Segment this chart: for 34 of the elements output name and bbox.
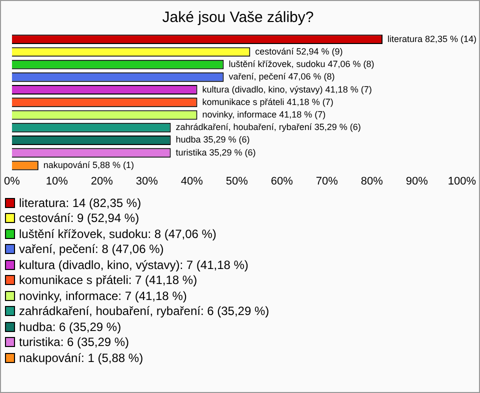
text: komunikace s přáteli: 7 (41,18 %) bbox=[19, 273, 198, 288]
x-tick-label: 0% bbox=[4, 175, 20, 188]
x-tick-label: 80% bbox=[360, 175, 384, 188]
text: hudba: 6 (35,29 %) bbox=[19, 320, 122, 334]
text: kultura (divadlo, kino, výstavy): 7 (41,18 %) bbox=[19, 258, 248, 272]
text: novinky, informace: 7 (41,18 %) bbox=[19, 288, 187, 303]
text: zahrádkaření, houbaření, rybaření: 6 (35,29 %) bbox=[19, 304, 270, 318]
category-label: novinky, informace 41,18 % (7) bbox=[202, 110, 326, 120]
category-label: luštění křížovek, sudoku 47,06 % (8) bbox=[228, 59, 374, 70]
text: luštění křížovek, sudoku: 8 (47,06 %) bbox=[19, 226, 216, 241]
text: vaření, pečení: 8 (47,06 %) bbox=[19, 242, 164, 256]
x-tick-label: 40% bbox=[180, 175, 204, 188]
x-tick-label: 30% bbox=[136, 175, 158, 188]
category-label: turistika 35,29 % (6) bbox=[176, 147, 256, 158]
category-label: komunikace s přáteli 41,18 % (7) bbox=[202, 96, 334, 107]
x-tick-label: 100% bbox=[448, 175, 476, 188]
category-label: hudba 35,29 % (6) bbox=[176, 134, 250, 145]
text: cestování: 9 (52,94 %) bbox=[19, 211, 140, 226]
text: nakupování: 1 (5,88 %) bbox=[19, 350, 144, 365]
x-tick-label: 10% bbox=[46, 175, 68, 188]
x-tick-label: 20% bbox=[90, 175, 114, 188]
x-tick-label: 60% bbox=[270, 175, 294, 188]
x-tick-label: 70% bbox=[316, 175, 338, 188]
x-tick-label: 50% bbox=[226, 175, 248, 188]
chart-title: Jaké jsou Vaše záliby? bbox=[162, 9, 314, 26]
category-label: cestování 52,94 % (9) bbox=[255, 46, 343, 56]
category-label: kultura (divadlo, kino, výstavy) 41,18 % (7) bbox=[202, 84, 372, 94]
x-tick-label: 90% bbox=[406, 175, 428, 188]
category-label: vaření, pečení 47,06 % (8) bbox=[228, 72, 335, 82]
category-label: literatura 82,35 % (14) bbox=[388, 34, 477, 44]
category-label: nakupování 5,88 % (1) bbox=[43, 160, 134, 170]
category-label: zahrádkaření, houbaření, rybaření 35,29 % (6) bbox=[176, 122, 361, 132]
text: turistika: 6 (35,29 %) bbox=[19, 335, 130, 350]
text: literatura: 14 (82,35 %) bbox=[19, 196, 142, 210]
